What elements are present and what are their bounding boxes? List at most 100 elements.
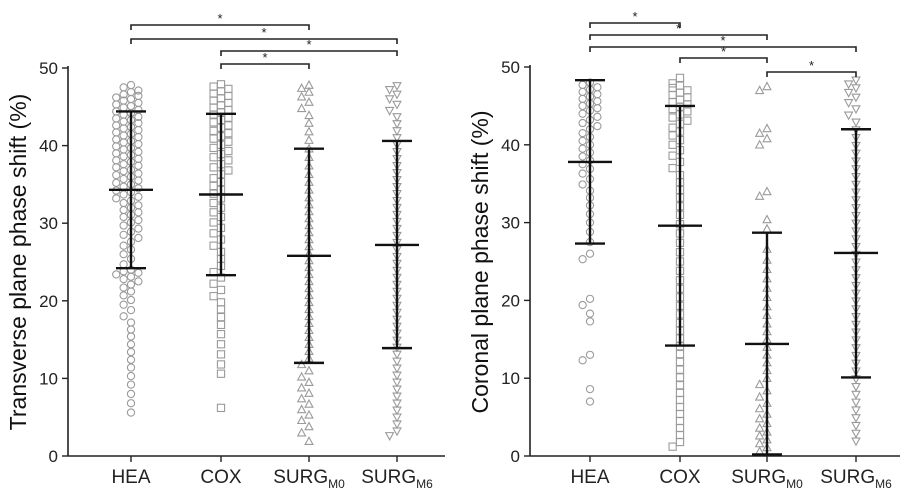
data-point bbox=[384, 432, 395, 441]
data-point bbox=[119, 274, 128, 284]
data-point bbox=[762, 186, 772, 196]
data-point bbox=[126, 399, 136, 408]
data-point bbox=[112, 128, 121, 137]
data-point bbox=[134, 125, 143, 135]
y-tick-label: 40 bbox=[39, 137, 58, 156]
data-point bbox=[392, 350, 402, 360]
data-point bbox=[119, 250, 128, 259]
data-point bbox=[112, 93, 121, 102]
data-point bbox=[754, 379, 765, 389]
data-point bbox=[209, 103, 218, 112]
data-point bbox=[384, 85, 395, 95]
data-point bbox=[126, 408, 136, 417]
data-point bbox=[119, 131, 128, 140]
y-tick-label: 20 bbox=[501, 291, 520, 310]
data-point bbox=[209, 163, 218, 172]
data-point bbox=[119, 152, 128, 161]
significance-star: * bbox=[809, 58, 814, 73]
group-3-points bbox=[754, 81, 772, 456]
data-point bbox=[578, 300, 587, 310]
data-point bbox=[224, 137, 233, 146]
data-point bbox=[304, 421, 314, 431]
data-point bbox=[578, 144, 587, 153]
data-point bbox=[126, 347, 136, 357]
significance-star: * bbox=[720, 33, 725, 48]
data-point bbox=[119, 167, 128, 176]
data-point bbox=[675, 365, 685, 374]
data-point bbox=[209, 279, 218, 288]
category-label: SURGM0 bbox=[731, 467, 803, 491]
data-point bbox=[134, 154, 143, 163]
data-point bbox=[851, 398, 861, 408]
chart-panel-1: 0 10 20 30 40 50 HEA COX SURGM0 SURGM6 Transverse … bbox=[5, 11, 445, 491]
data-point bbox=[126, 80, 136, 90]
data-point bbox=[675, 88, 685, 97]
data-point bbox=[126, 94, 136, 104]
data-point bbox=[578, 101, 587, 111]
data-point bbox=[134, 208, 143, 217]
data-point bbox=[209, 181, 218, 191]
data-point bbox=[585, 384, 595, 394]
significance-bracket bbox=[220, 50, 398, 56]
y-tick-label: 10 bbox=[501, 369, 520, 388]
data-point bbox=[683, 107, 692, 116]
data-point bbox=[762, 81, 772, 91]
data-point bbox=[224, 146, 233, 156]
data-point bbox=[216, 94, 226, 103]
significance-bracket bbox=[130, 38, 398, 44]
data-point bbox=[209, 89, 218, 98]
data-point bbox=[585, 294, 595, 303]
data-point bbox=[126, 87, 136, 97]
data-point bbox=[216, 285, 226, 295]
y-tick-label: 0 bbox=[511, 447, 520, 466]
data-point bbox=[112, 114, 121, 123]
data-point bbox=[593, 112, 602, 121]
data-point bbox=[578, 94, 587, 104]
data-point bbox=[585, 249, 595, 258]
data-point bbox=[754, 139, 765, 149]
data-point bbox=[593, 83, 602, 92]
data-point bbox=[304, 117, 314, 127]
data-point bbox=[668, 151, 677, 160]
data-point bbox=[675, 437, 685, 447]
data-point bbox=[392, 420, 402, 430]
data-point bbox=[668, 123, 677, 132]
data-point bbox=[134, 132, 143, 142]
data-point bbox=[668, 442, 677, 451]
data-point bbox=[126, 272, 136, 281]
data-point bbox=[296, 91, 307, 101]
data-point bbox=[762, 123, 772, 133]
data-point bbox=[119, 138, 128, 147]
data-point bbox=[134, 91, 143, 101]
category-label: SURGM0 bbox=[273, 467, 345, 491]
data-point bbox=[754, 422, 765, 432]
significance-bracket bbox=[130, 24, 310, 30]
data-point bbox=[209, 229, 218, 238]
data-point bbox=[126, 325, 136, 334]
data-point bbox=[119, 300, 128, 309]
data-point bbox=[134, 176, 143, 185]
data-point bbox=[675, 357, 685, 367]
data-point bbox=[134, 277, 143, 286]
data-point bbox=[675, 395, 685, 405]
data-point bbox=[112, 121, 121, 130]
significance-star: * bbox=[306, 37, 311, 52]
data-point bbox=[392, 385, 402, 395]
data-point bbox=[209, 134, 218, 143]
data-point bbox=[209, 126, 218, 136]
data-point bbox=[754, 190, 765, 200]
data-point bbox=[216, 369, 226, 378]
data-point bbox=[683, 93, 692, 102]
significance-bracket bbox=[589, 22, 681, 28]
data-point bbox=[392, 371, 402, 381]
data-point bbox=[578, 169, 587, 178]
data-point bbox=[392, 392, 402, 402]
data-point bbox=[762, 214, 772, 224]
group-1-points bbox=[112, 80, 143, 417]
group-3-points bbox=[296, 79, 314, 446]
data-point bbox=[126, 363, 136, 372]
data-point bbox=[224, 105, 233, 115]
data-point bbox=[216, 298, 226, 307]
category-label: SURGM6 bbox=[820, 467, 892, 491]
